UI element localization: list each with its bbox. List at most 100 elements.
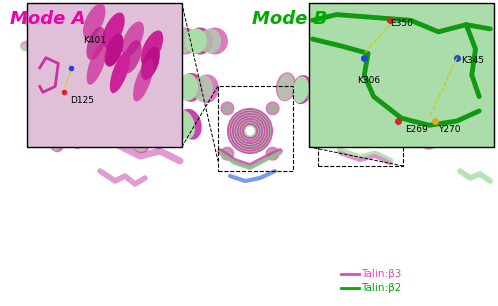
Ellipse shape bbox=[223, 103, 233, 113]
Text: Talin:β2: Talin:β2 bbox=[361, 283, 401, 293]
Ellipse shape bbox=[110, 51, 130, 93]
Ellipse shape bbox=[307, 79, 324, 106]
Bar bbox=[309, 3, 494, 147]
Ellipse shape bbox=[83, 4, 106, 39]
Ellipse shape bbox=[176, 110, 195, 139]
Ellipse shape bbox=[431, 28, 453, 58]
Ellipse shape bbox=[199, 28, 221, 54]
Ellipse shape bbox=[392, 71, 412, 98]
Ellipse shape bbox=[128, 122, 151, 153]
Ellipse shape bbox=[35, 68, 60, 98]
Ellipse shape bbox=[362, 73, 386, 102]
Ellipse shape bbox=[131, 69, 155, 98]
Ellipse shape bbox=[415, 123, 434, 148]
Ellipse shape bbox=[407, 70, 427, 97]
Ellipse shape bbox=[65, 86, 90, 115]
Ellipse shape bbox=[221, 147, 235, 161]
Ellipse shape bbox=[157, 28, 183, 54]
Text: E350: E350 bbox=[390, 19, 413, 28]
Ellipse shape bbox=[410, 69, 434, 98]
Ellipse shape bbox=[193, 75, 213, 102]
Ellipse shape bbox=[374, 115, 396, 142]
Ellipse shape bbox=[378, 72, 402, 100]
Ellipse shape bbox=[163, 72, 187, 100]
Ellipse shape bbox=[78, 95, 100, 121]
Ellipse shape bbox=[123, 40, 142, 73]
Ellipse shape bbox=[185, 28, 207, 54]
Ellipse shape bbox=[141, 31, 163, 66]
Ellipse shape bbox=[50, 79, 72, 105]
Ellipse shape bbox=[157, 28, 179, 54]
Ellipse shape bbox=[404, 120, 426, 147]
Ellipse shape bbox=[449, 62, 467, 90]
Ellipse shape bbox=[267, 149, 277, 159]
Ellipse shape bbox=[145, 118, 168, 149]
Ellipse shape bbox=[195, 74, 219, 103]
Text: Talin:β3: Talin:β3 bbox=[361, 269, 401, 279]
Ellipse shape bbox=[292, 76, 309, 103]
Ellipse shape bbox=[432, 66, 454, 98]
Ellipse shape bbox=[172, 28, 198, 54]
Ellipse shape bbox=[179, 109, 202, 140]
Ellipse shape bbox=[402, 121, 420, 146]
Ellipse shape bbox=[129, 123, 148, 152]
Ellipse shape bbox=[179, 73, 203, 102]
Ellipse shape bbox=[347, 75, 367, 102]
Ellipse shape bbox=[221, 101, 235, 115]
Ellipse shape bbox=[394, 70, 418, 99]
Ellipse shape bbox=[142, 28, 168, 54]
Ellipse shape bbox=[105, 34, 124, 67]
Ellipse shape bbox=[322, 81, 338, 108]
Ellipse shape bbox=[143, 28, 165, 54]
Text: K401: K401 bbox=[83, 36, 106, 45]
Ellipse shape bbox=[377, 73, 397, 99]
Text: K306: K306 bbox=[357, 76, 380, 85]
Ellipse shape bbox=[102, 13, 124, 48]
Ellipse shape bbox=[86, 27, 106, 60]
Ellipse shape bbox=[360, 112, 381, 139]
Ellipse shape bbox=[178, 74, 198, 101]
Text: E269: E269 bbox=[405, 125, 428, 134]
Ellipse shape bbox=[163, 73, 183, 99]
Ellipse shape bbox=[171, 28, 193, 54]
Ellipse shape bbox=[36, 70, 58, 97]
Ellipse shape bbox=[381, 23, 407, 54]
Ellipse shape bbox=[388, 118, 406, 144]
Ellipse shape bbox=[267, 103, 277, 113]
Ellipse shape bbox=[374, 116, 392, 141]
Ellipse shape bbox=[265, 147, 280, 161]
Ellipse shape bbox=[148, 71, 168, 98]
Ellipse shape bbox=[50, 77, 75, 106]
Ellipse shape bbox=[346, 74, 370, 103]
Ellipse shape bbox=[308, 78, 328, 107]
Ellipse shape bbox=[433, 67, 452, 96]
Ellipse shape bbox=[416, 26, 442, 58]
Text: D125: D125 bbox=[71, 96, 95, 105]
Ellipse shape bbox=[399, 26, 421, 55]
Ellipse shape bbox=[277, 74, 294, 100]
Ellipse shape bbox=[147, 70, 171, 99]
Ellipse shape bbox=[133, 70, 153, 97]
Ellipse shape bbox=[64, 115, 80, 147]
Ellipse shape bbox=[465, 56, 483, 85]
Ellipse shape bbox=[449, 60, 471, 92]
Bar bbox=[27, 3, 182, 147]
Ellipse shape bbox=[276, 72, 296, 101]
Ellipse shape bbox=[65, 113, 85, 149]
Ellipse shape bbox=[82, 111, 99, 144]
Ellipse shape bbox=[362, 74, 382, 101]
Text: Mode B: Mode B bbox=[252, 10, 327, 28]
Ellipse shape bbox=[133, 59, 153, 102]
Ellipse shape bbox=[87, 43, 107, 85]
Ellipse shape bbox=[382, 24, 405, 54]
Ellipse shape bbox=[265, 101, 280, 115]
Ellipse shape bbox=[433, 28, 459, 59]
Ellipse shape bbox=[187, 28, 213, 54]
Ellipse shape bbox=[202, 28, 228, 54]
Ellipse shape bbox=[141, 47, 160, 80]
Ellipse shape bbox=[415, 27, 437, 56]
Ellipse shape bbox=[466, 54, 488, 86]
Ellipse shape bbox=[145, 119, 164, 147]
Ellipse shape bbox=[360, 114, 378, 139]
Ellipse shape bbox=[122, 21, 144, 57]
